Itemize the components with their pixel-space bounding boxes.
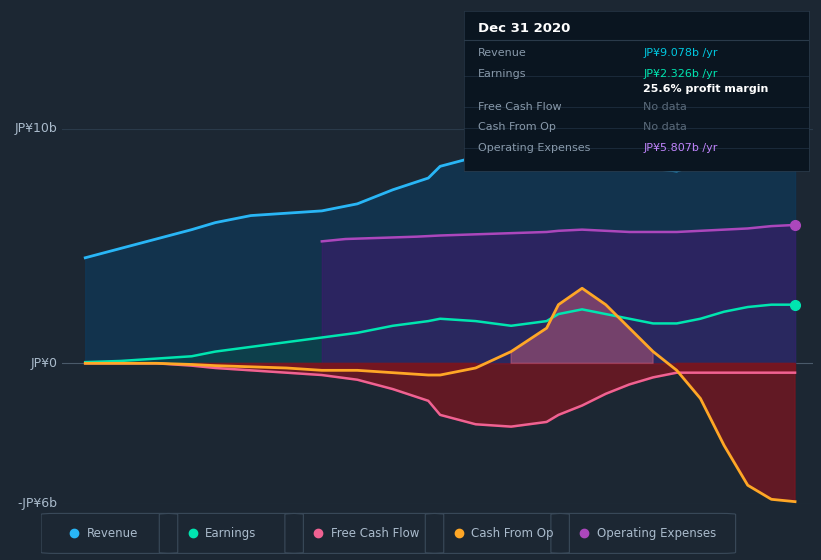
Text: Operating Expenses: Operating Expenses (597, 527, 716, 540)
Text: Free Cash Flow: Free Cash Flow (478, 102, 562, 112)
Text: JP¥5.807b /yr: JP¥5.807b /yr (643, 143, 718, 153)
Text: 25.6% profit margin: 25.6% profit margin (643, 84, 768, 94)
Text: Cash From Op: Cash From Op (478, 122, 556, 132)
Text: -JP¥6b: -JP¥6b (18, 497, 57, 511)
Text: Operating Expenses: Operating Expenses (478, 143, 590, 153)
Text: Free Cash Flow: Free Cash Flow (331, 527, 419, 540)
Text: Earnings: Earnings (478, 69, 526, 78)
Text: Dec 31 2020: Dec 31 2020 (478, 22, 570, 35)
Text: Revenue: Revenue (87, 527, 138, 540)
Text: JP¥2.326b /yr: JP¥2.326b /yr (643, 69, 718, 78)
Text: JP¥9.078b /yr: JP¥9.078b /yr (643, 48, 718, 58)
Text: JP¥10b: JP¥10b (15, 122, 57, 136)
Text: No data: No data (643, 122, 687, 132)
Text: Earnings: Earnings (205, 527, 256, 540)
Text: No data: No data (643, 102, 687, 112)
Text: Revenue: Revenue (478, 48, 526, 58)
Text: Cash From Op: Cash From Op (471, 527, 553, 540)
Text: JP¥0: JP¥0 (31, 357, 57, 370)
